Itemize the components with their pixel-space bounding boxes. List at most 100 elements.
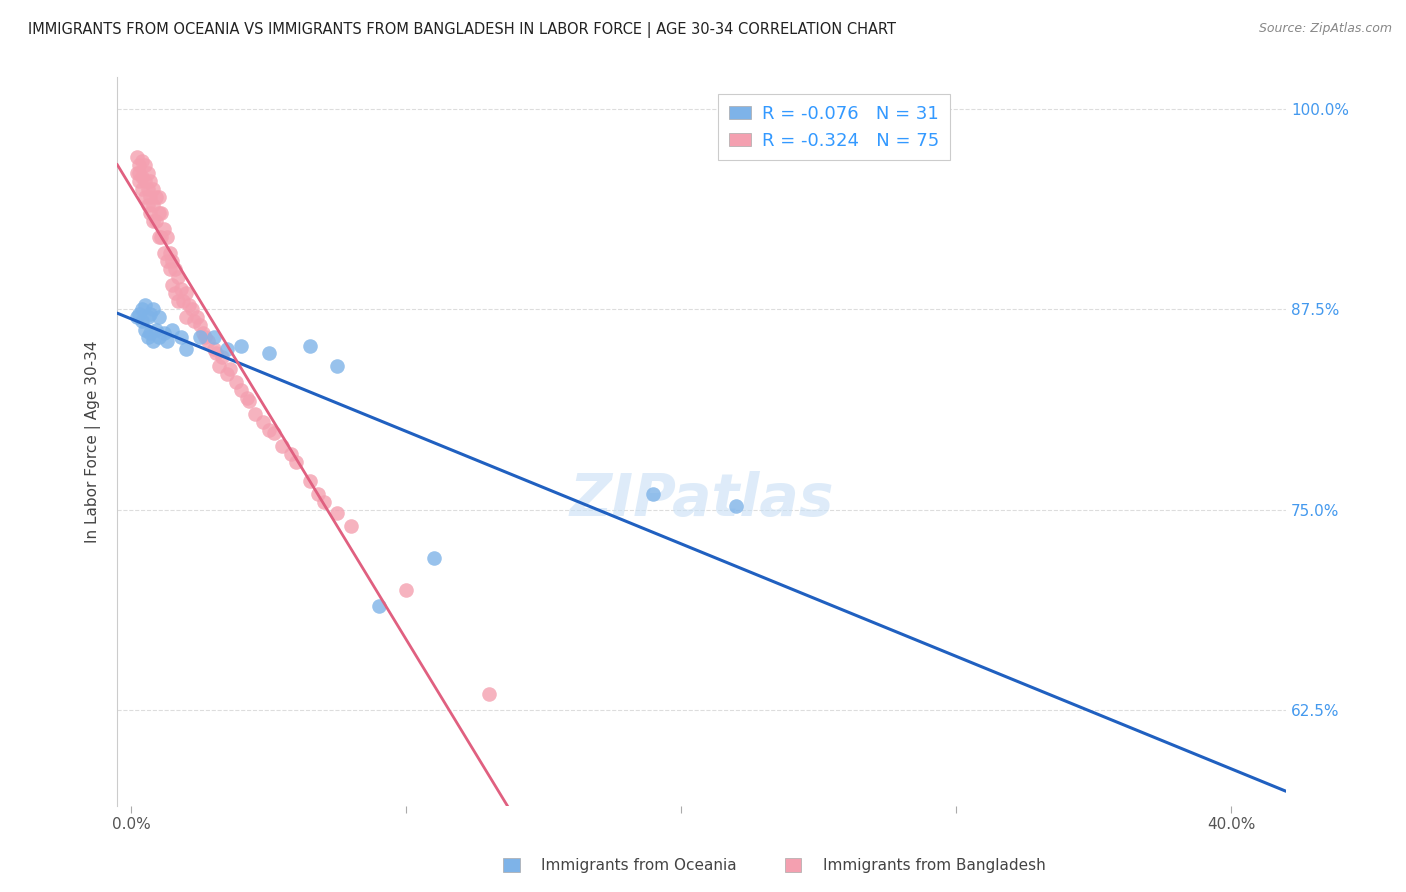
Point <box>163 286 186 301</box>
Point <box>128 174 150 188</box>
Point <box>139 174 162 188</box>
Y-axis label: In Labor Force | Age 30-34: In Labor Force | Age 30-34 <box>86 340 101 542</box>
Point <box>136 198 159 212</box>
Point <box>208 359 231 373</box>
Point <box>298 474 321 488</box>
Point <box>159 262 181 277</box>
Point <box>125 151 148 165</box>
Point <box>166 294 188 309</box>
Point <box>257 423 280 437</box>
Point <box>159 246 181 260</box>
Point <box>229 383 252 397</box>
Point <box>156 254 179 268</box>
Text: Immigrants from Bangladesh: Immigrants from Bangladesh <box>823 858 1045 872</box>
Point <box>271 438 294 452</box>
Point <box>172 294 194 309</box>
Point <box>162 323 184 337</box>
Point <box>280 446 302 460</box>
Point <box>174 286 197 301</box>
Point <box>136 166 159 180</box>
Text: ZIPatlas: ZIPatlas <box>569 471 834 528</box>
Point <box>128 158 150 172</box>
Point <box>219 361 242 376</box>
Point <box>194 329 217 343</box>
Point <box>125 166 148 180</box>
Point <box>188 318 211 333</box>
Point <box>174 310 197 325</box>
Point <box>131 153 153 168</box>
Text: Immigrants from Oceania: Immigrants from Oceania <box>541 858 737 872</box>
Point <box>285 454 308 468</box>
Point <box>148 190 170 204</box>
Point <box>142 214 165 228</box>
Point <box>326 506 349 520</box>
Point <box>153 222 176 236</box>
Point <box>180 302 202 317</box>
Point <box>191 326 214 341</box>
Point <box>205 345 228 359</box>
Point <box>422 550 444 565</box>
Point <box>169 282 191 296</box>
Point <box>153 326 176 341</box>
Point <box>188 329 211 343</box>
Point <box>169 329 191 343</box>
Point <box>312 494 335 508</box>
Point <box>134 158 156 172</box>
Point <box>211 351 233 365</box>
Point <box>252 415 274 429</box>
Point <box>148 310 170 325</box>
Point <box>136 182 159 196</box>
Point <box>217 343 239 357</box>
Point <box>724 500 747 514</box>
Point <box>142 182 165 196</box>
Point <box>145 214 167 228</box>
Point <box>202 329 225 343</box>
Point <box>125 310 148 325</box>
Point <box>134 323 156 337</box>
Text: Source: ZipAtlas.com: Source: ZipAtlas.com <box>1258 22 1392 36</box>
Point <box>131 182 153 196</box>
Point <box>162 278 184 293</box>
Point <box>156 230 179 244</box>
Point <box>340 518 363 533</box>
Point <box>163 262 186 277</box>
Point <box>225 375 247 389</box>
Point <box>139 307 162 321</box>
Point <box>307 486 329 500</box>
Point <box>145 323 167 337</box>
Point <box>177 298 200 312</box>
Point <box>150 206 173 220</box>
Point <box>153 246 176 260</box>
Text: IMMIGRANTS FROM OCEANIA VS IMMIGRANTS FROM BANGLADESH IN LABOR FORCE | AGE 30-34: IMMIGRANTS FROM OCEANIA VS IMMIGRANTS FR… <box>28 22 896 38</box>
Point <box>162 254 184 268</box>
Point <box>298 339 321 353</box>
Point <box>134 174 156 188</box>
Point <box>142 334 165 349</box>
Point <box>263 425 285 440</box>
Point <box>257 345 280 359</box>
Point <box>148 206 170 220</box>
Point <box>197 334 219 349</box>
Point <box>148 329 170 343</box>
Legend: R = -0.076   N = 31, R = -0.324   N = 75: R = -0.076 N = 31, R = -0.324 N = 75 <box>718 94 949 161</box>
Point <box>217 367 239 381</box>
Point <box>238 393 260 408</box>
Point <box>156 334 179 349</box>
Point <box>395 582 418 597</box>
Point <box>139 326 162 341</box>
Point <box>139 190 162 204</box>
Point <box>139 206 162 220</box>
Point <box>367 599 389 613</box>
Point <box>142 198 165 212</box>
Point <box>477 687 499 701</box>
Point <box>235 391 257 405</box>
Point <box>131 302 153 317</box>
Point <box>134 190 156 204</box>
Point <box>166 270 188 285</box>
Point <box>136 329 159 343</box>
Point <box>186 310 208 325</box>
Point <box>131 314 153 328</box>
Point <box>229 339 252 353</box>
Point <box>131 169 153 184</box>
Point <box>243 407 266 421</box>
